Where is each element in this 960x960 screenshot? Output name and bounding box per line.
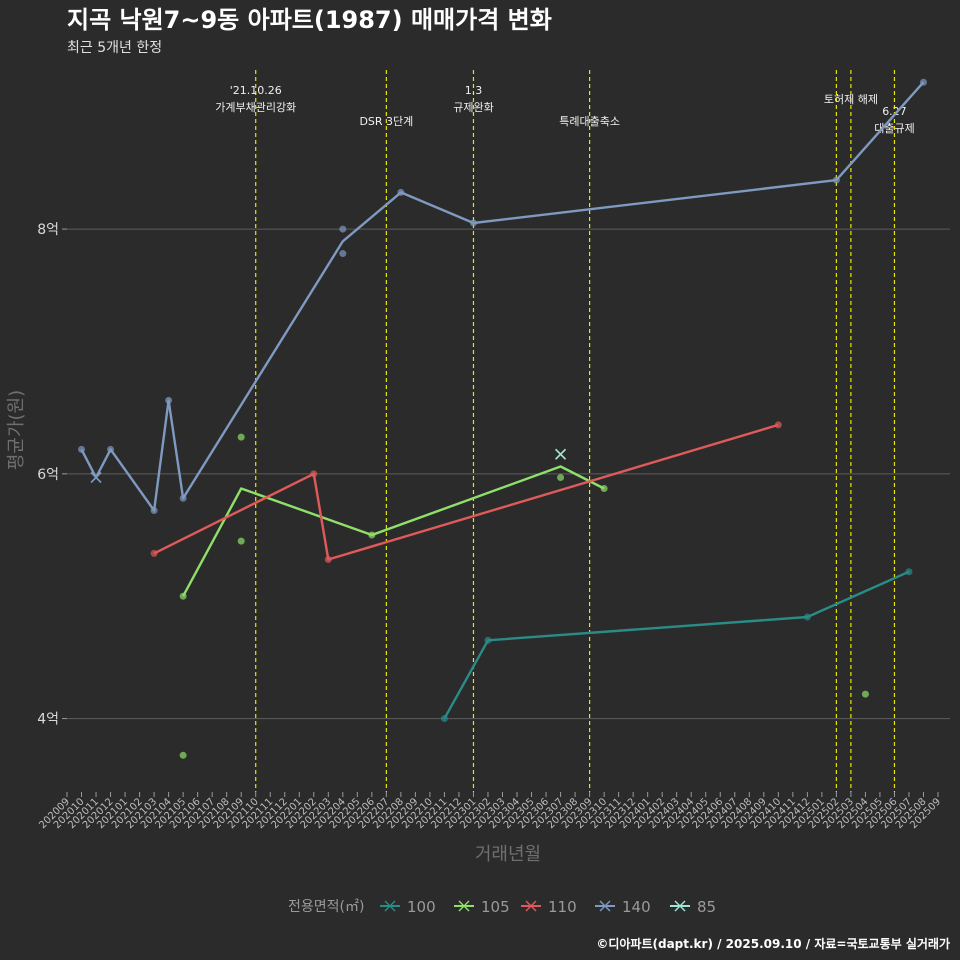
data-point-100	[803, 613, 811, 621]
legend-item-110: 110	[521, 898, 577, 916]
y-gridlines	[67, 228, 950, 720]
data-point-140	[78, 445, 86, 453]
data-point-140	[397, 188, 405, 196]
y-axis-title: 평균가(원)	[6, 390, 27, 470]
series-line-140	[80, 81, 925, 512]
y-axis-ticks: 4억 6억 8억	[37, 222, 67, 728]
y-tick-label: 4억	[37, 712, 59, 728]
data-point-140	[339, 225, 347, 233]
data-point-105	[179, 592, 187, 600]
y-tick-label: 8억	[37, 222, 59, 238]
cross-stroke	[555, 448, 567, 460]
legend-item-140: 140	[595, 898, 651, 916]
series-layer	[78, 78, 927, 759]
series-line-110	[153, 423, 779, 561]
legend-key-cross	[674, 900, 686, 912]
event-label: 가계부채관리강화	[215, 101, 296, 114]
event-label: '21.10.26	[230, 84, 282, 97]
legend: 전용면적(㎡) 100 105 110 140 85	[288, 898, 716, 916]
cross-point-85	[555, 448, 567, 460]
legend-label: 85	[697, 898, 716, 916]
data-point-140	[150, 507, 158, 515]
chart-title: 지곡 낙원7~9동 아파트(1987) 매매가격 변화	[67, 6, 552, 34]
legend-key-cross	[599, 900, 611, 912]
event-label: 1.3	[465, 84, 483, 97]
data-point-105	[237, 537, 245, 545]
data-point-105	[368, 531, 376, 539]
legend-label: 100	[407, 898, 436, 916]
data-point-105	[861, 690, 869, 698]
y-tick-label: 6억	[37, 467, 59, 483]
data-point-110	[310, 470, 318, 478]
legend-item-100: 100	[380, 898, 436, 916]
legend-label: 105	[481, 898, 510, 916]
data-point-100	[484, 636, 492, 644]
chart-subtitle: 최근 5개년 한정	[67, 40, 162, 56]
legend-item-105: 105	[454, 898, 510, 916]
data-point-140	[107, 445, 115, 453]
series-line-105	[182, 465, 605, 597]
data-point-110	[774, 421, 782, 429]
chart-caption: ©디아파트(dapt.kr) / 2025.09.10 / 자료=국토교통부 실…	[596, 936, 950, 951]
data-point-110	[324, 555, 332, 563]
data-point-140	[179, 494, 187, 502]
data-point-140	[832, 176, 840, 184]
legend-key-cross	[525, 900, 537, 912]
data-point-105	[237, 433, 245, 441]
data-point-105	[179, 751, 187, 759]
data-point-140	[339, 250, 347, 258]
x-axis-title: 거래년월	[475, 844, 541, 865]
legend-key-cross	[458, 900, 470, 912]
data-point-100	[905, 568, 913, 576]
data-point-105	[600, 485, 608, 493]
event-label: 규제완화	[453, 101, 493, 114]
data-point-140	[469, 219, 477, 227]
event-label: 특례대출축소	[559, 115, 620, 128]
legend-label: 110	[548, 898, 577, 916]
legend-label: 140	[622, 898, 651, 916]
cross-point-140	[90, 471, 102, 484]
legend-key-cross	[384, 900, 396, 912]
data-point-100	[440, 715, 448, 723]
data-point-110	[150, 549, 158, 557]
data-point-140	[165, 396, 173, 404]
event-label: 토허제 해제	[824, 92, 878, 106]
event-label: DSR 3단계	[359, 115, 413, 128]
event-label: 대출규제	[874, 122, 914, 135]
legend-title: 전용면적(㎡)	[288, 899, 364, 915]
series-line-100	[443, 570, 910, 720]
x-axis-ticks: 2020092020102020112020122021012021022021…	[37, 792, 943, 831]
cross-stroke	[90, 471, 102, 484]
data-point-140	[919, 78, 927, 86]
legend-item-85: 85	[670, 898, 716, 916]
data-point-105	[557, 474, 565, 482]
